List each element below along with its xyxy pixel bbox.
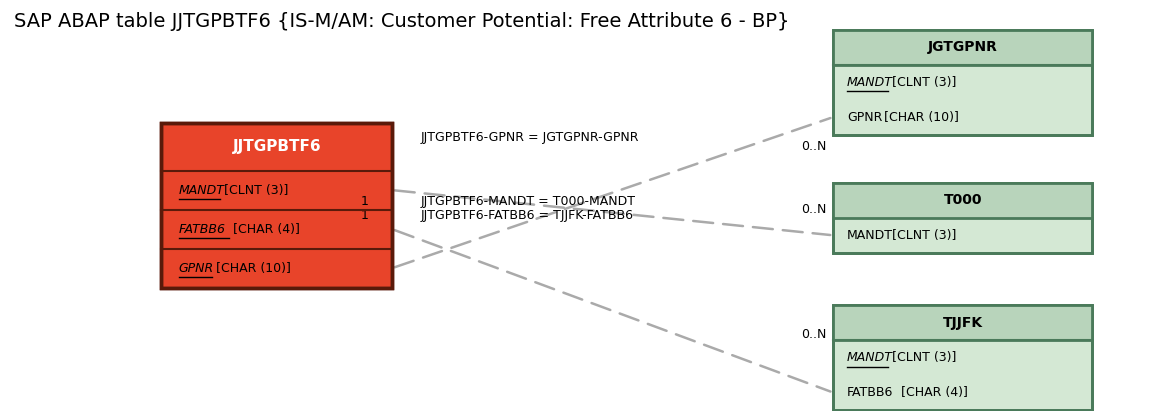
Text: [CHAR (10)]: [CHAR (10)] [212,262,291,275]
Text: [CLNT (3)]: [CLNT (3)] [888,229,957,242]
Text: MANDT: MANDT [846,351,892,364]
Text: GPNR: GPNR [846,111,882,124]
Text: 0..N: 0..N [801,203,827,216]
Text: MANDT: MANDT [846,229,892,242]
Text: JJTGPBTF6: JJTGPBTF6 [233,139,321,155]
Text: [CLNT (3)]: [CLNT (3)] [888,351,957,364]
Text: [CLNT (3)]: [CLNT (3)] [220,184,288,196]
Text: FATBB6: FATBB6 [846,386,894,399]
Text: [CHAR (10)]: [CHAR (10)] [880,111,959,124]
Text: [CLNT (3)]: [CLNT (3)] [888,76,957,89]
FancyBboxPatch shape [832,30,1092,65]
FancyBboxPatch shape [161,123,392,288]
FancyBboxPatch shape [832,305,1092,410]
Text: JGTGPNR: JGTGPNR [928,40,997,54]
Text: 0..N: 0..N [801,140,827,153]
Text: 1: 1 [361,209,369,222]
Text: JJTGPBTF6-GPNR = JGTGPNR-GPNR: JJTGPBTF6-GPNR = JGTGPNR-GPNR [421,131,640,144]
Text: GPNR: GPNR [179,262,213,275]
FancyBboxPatch shape [832,30,1092,134]
Text: 1: 1 [361,195,369,208]
Text: JJTGPBTF6-FATBB6 = TJJFK-FATBB6: JJTGPBTF6-FATBB6 = TJJFK-FATBB6 [421,209,634,222]
FancyBboxPatch shape [832,183,1092,218]
Text: TJJFK: TJJFK [943,316,982,330]
Text: MANDT: MANDT [179,184,225,196]
Text: [CHAR (4)]: [CHAR (4)] [228,223,300,236]
Text: 0..N: 0..N [801,328,827,342]
Text: MANDT: MANDT [846,76,892,89]
FancyBboxPatch shape [832,305,1092,340]
FancyBboxPatch shape [832,183,1092,253]
Text: FATBB6: FATBB6 [179,223,226,236]
Text: SAP ABAP table JJTGPBTF6 {IS-M/AM: Customer Potential: Free Attribute 6 - BP}: SAP ABAP table JJTGPBTF6 {IS-M/AM: Custo… [14,12,790,31]
Text: JJTGPBTF6-MANDT = T000-MANDT: JJTGPBTF6-MANDT = T000-MANDT [421,195,635,208]
Text: [CHAR (4)]: [CHAR (4)] [897,386,967,399]
Text: T000: T000 [943,193,982,208]
